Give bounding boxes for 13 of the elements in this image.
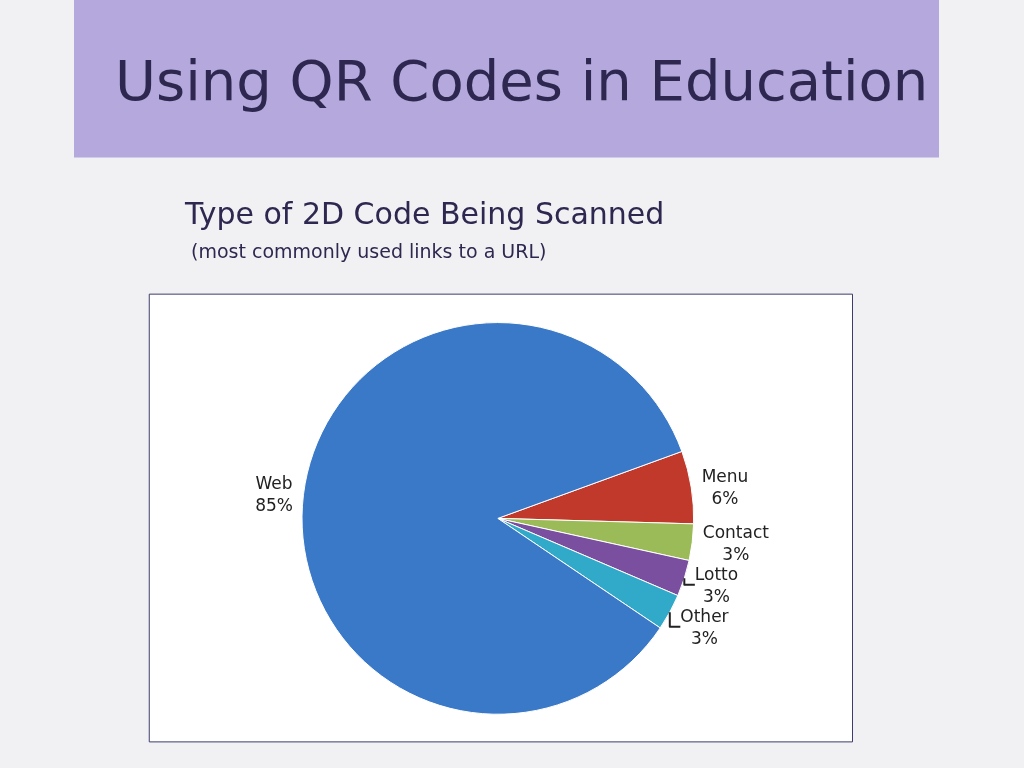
slice-label: Other: [680, 605, 729, 626]
slice-label: Lotto: [694, 563, 739, 584]
slice-label: Web: [255, 473, 293, 494]
data-label: 6%: [711, 487, 739, 508]
chart-title: Using QR Codes in Education: [115, 48, 929, 113]
chart-subtitle: Type of 2D Code Being Scanned: [184, 196, 665, 231]
slice-label: Menu: [701, 465, 749, 486]
slice-label: Contact: [702, 521, 770, 542]
data-label: 3%: [703, 585, 730, 606]
data-label: 3%: [690, 627, 718, 648]
data-label: 85%: [255, 495, 293, 516]
data-label: 3%: [722, 543, 750, 564]
text: (most commonly used links to a URL): [191, 240, 547, 262]
